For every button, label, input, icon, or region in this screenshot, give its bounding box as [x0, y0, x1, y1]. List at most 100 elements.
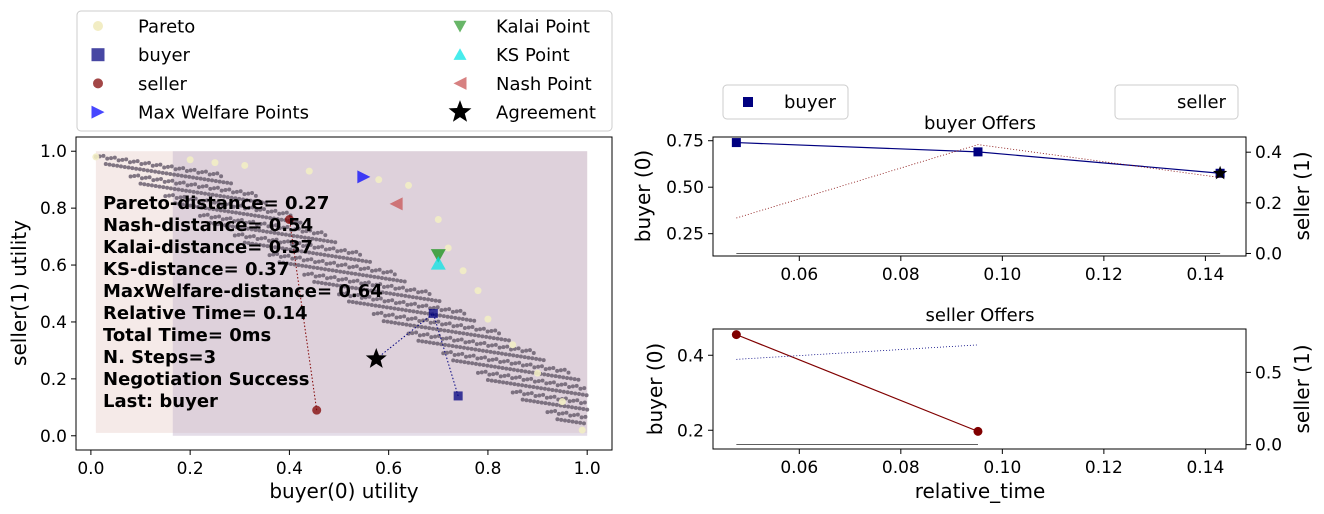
outcome-point: [103, 162, 108, 167]
outcome-point: [358, 301, 363, 306]
outcome-point: [322, 252, 327, 257]
outcome-point: [295, 248, 300, 253]
outcome-point: [346, 299, 351, 304]
outcome-point: [232, 219, 237, 224]
outcome-point: [278, 254, 283, 259]
outcome-point: [498, 374, 503, 379]
outcome-point: [217, 179, 222, 184]
outcome-point: [369, 302, 374, 307]
outcome-point: [111, 163, 116, 168]
seller-offers-title: seller Offers: [925, 305, 1034, 326]
outcome-point: [421, 332, 426, 337]
outcome-point: [539, 400, 544, 405]
outcome-point: [367, 259, 372, 264]
outcome-point: [522, 355, 527, 360]
outcome-point: [327, 282, 332, 287]
outcome-point: [359, 281, 364, 286]
outcome-point: [145, 168, 150, 173]
pareto-point-11: [474, 287, 482, 295]
outcome-point: [193, 196, 198, 201]
outcome-point: [520, 397, 525, 402]
outcome-point: [503, 352, 508, 357]
outcome-point: [200, 170, 205, 175]
outcome-point: [465, 331, 470, 336]
outcome-point: [292, 227, 297, 232]
seller-offers-right-axis-label: seller (1): [1290, 344, 1314, 433]
outcome-point: [218, 208, 223, 213]
outcome-point: [274, 237, 279, 242]
outcome-point: [219, 188, 224, 193]
outcome-point: [441, 351, 446, 356]
outcome-point: [188, 168, 193, 173]
outcome-point: [470, 361, 475, 366]
outcome-point: [207, 172, 212, 177]
outcome-point: [224, 216, 229, 221]
outcome-point: [206, 192, 211, 197]
outcome-point: [220, 217, 225, 222]
outcome-point: [361, 287, 366, 292]
outcome-point: [530, 356, 535, 361]
outcome-point: [276, 245, 281, 250]
outcome-point: [548, 380, 553, 385]
outcome-point: [423, 289, 428, 294]
outcome-point: [309, 271, 314, 276]
outcome-point: [137, 167, 142, 172]
outcome-point: [223, 223, 228, 228]
outcome-point: [436, 334, 441, 339]
outcome-point: [255, 222, 260, 227]
outcome-point: [515, 353, 520, 358]
outcome-point: [168, 186, 173, 191]
outcome-point: [450, 329, 455, 334]
outcome-point: [400, 322, 405, 327]
outcome-point: [435, 341, 440, 346]
ks-point: [430, 256, 446, 270]
outcome-point: [345, 256, 350, 261]
outcome-point: [325, 276, 330, 281]
outcome-point: [183, 174, 188, 179]
outcome-point: [553, 374, 558, 379]
outcome-point: [261, 229, 266, 234]
outcome-point: [201, 213, 206, 218]
outcome-point: [173, 201, 178, 206]
outcome-point: [142, 182, 147, 187]
outcome-point: [388, 291, 393, 296]
outcome-point: [484, 349, 489, 354]
outcome-point: [346, 251, 351, 256]
outcome-point: [208, 186, 213, 191]
outcome-point: [203, 191, 208, 196]
outcome-point: [259, 236, 264, 241]
outcome-point: [150, 163, 155, 168]
seller-offers-x-tick-label-2: 0.08: [882, 458, 920, 478]
outcome-point: [431, 305, 436, 310]
outcome-point: [120, 157, 125, 162]
outcome-point: [564, 410, 569, 415]
outcome-point: [363, 280, 368, 285]
legend-label-6: KS Point: [496, 45, 570, 66]
outcome-point: [388, 305, 393, 310]
buyer-offers-right-axis-label: seller (1): [1290, 151, 1314, 240]
seller-offers-x-tick-label-4: 0.12: [1085, 458, 1123, 478]
outcome-point: [112, 155, 117, 160]
outcome-point: [402, 279, 407, 284]
main-y-tick-label-3: 0.4: [40, 313, 67, 333]
outcome-point: [459, 323, 464, 328]
main-y-tick-label-1: 0.0: [40, 427, 67, 447]
outcome-point: [453, 330, 458, 335]
outcome-point: [451, 324, 456, 329]
outcome-point: [177, 166, 182, 171]
seller-offers-x-tick-label-5: 0.14: [1186, 458, 1224, 478]
outcome-point: [566, 370, 571, 375]
outcome-point: [457, 330, 462, 335]
outcome-point: [404, 322, 409, 327]
outcome-point: [222, 194, 227, 199]
outcome-point: [513, 375, 518, 380]
outcome-point: [522, 392, 527, 397]
outcome-point: [254, 242, 259, 247]
outcome-point: [334, 268, 339, 273]
outcome-point: [130, 166, 135, 171]
outcome-point: [378, 282, 383, 287]
outcome-point: [485, 378, 490, 383]
outcome-point: [372, 289, 377, 294]
outcome-point: [280, 246, 285, 251]
outcome-point: [304, 243, 309, 248]
